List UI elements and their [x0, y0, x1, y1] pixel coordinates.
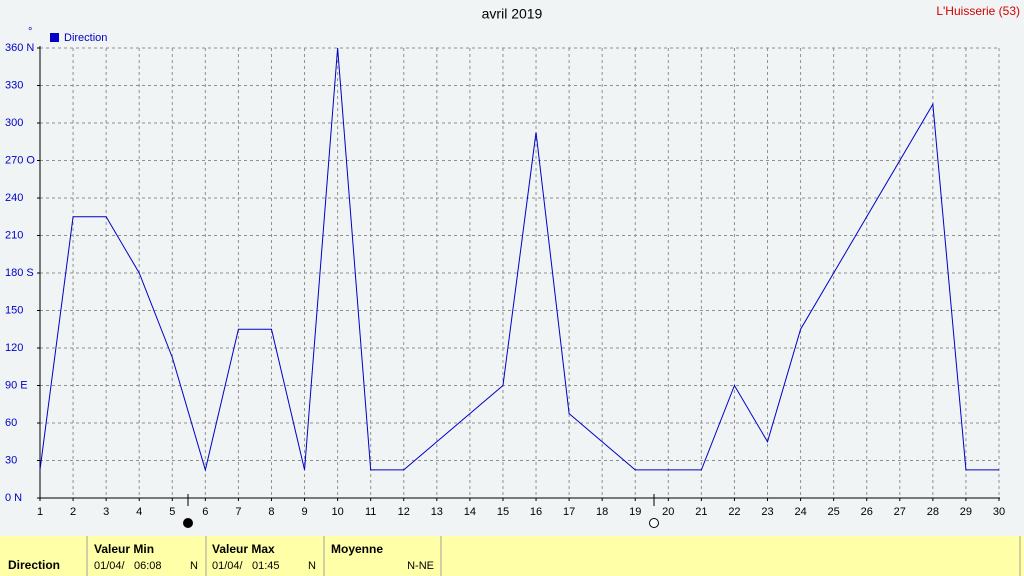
y-tick-label: 300 [5, 117, 23, 129]
summary-label: Direction [8, 558, 60, 572]
x-tick-label: 25 [828, 506, 840, 518]
x-tick-label: 17 [563, 506, 575, 518]
y-tick-label: 270 O [5, 154, 35, 166]
x-tick-label: 2 [70, 506, 76, 518]
x-tick-label: 5 [169, 506, 175, 518]
full-moon-icon [649, 518, 659, 528]
summary-bar [0, 536, 1024, 576]
x-tick-label: 20 [662, 506, 674, 518]
x-tick-label: 23 [761, 506, 773, 518]
x-tick-label: 4 [136, 506, 142, 518]
x-tick-label: 21 [695, 506, 707, 518]
x-tick-label: 3 [103, 506, 109, 518]
y-tick-label: 330 [5, 79, 23, 91]
new-moon-icon [183, 518, 193, 528]
x-tick-label: 13 [431, 506, 443, 518]
x-tick-label: 27 [894, 506, 906, 518]
line-series [39, 47, 999, 472]
x-tick-label: 9 [301, 506, 307, 518]
y-tick-label: 30 [5, 454, 17, 466]
x-tick-label: 16 [530, 506, 542, 518]
chart-title: avril 2019 [482, 6, 543, 22]
x-tick-label: 6 [202, 506, 208, 518]
legend-label: Direction [64, 32, 107, 44]
x-tick-label: 15 [497, 506, 509, 518]
x-tick-label: 22 [728, 506, 740, 518]
max-time: 01:45 [252, 560, 280, 572]
x-tick-label: 28 [927, 506, 939, 518]
x-tick-label: 18 [596, 506, 608, 518]
y-tick-label: 240 [5, 192, 23, 204]
y-tick-label: 120 [5, 342, 23, 354]
x-tick-label: 26 [861, 506, 873, 518]
min-date: 01/04/ [94, 560, 126, 572]
summary-dividers [86, 536, 1021, 576]
x-tick-label: 29 [960, 506, 972, 518]
mean-title: Moyenne [331, 542, 383, 556]
y-tick-label: 150 [5, 304, 23, 316]
x-tick-label: 30 [993, 506, 1005, 518]
y-tick-label: 180 S [5, 267, 34, 279]
x-tick-label: 14 [464, 506, 476, 518]
y-tick-label: 90 E [5, 379, 28, 391]
y-tick-label: 60 [5, 417, 17, 429]
x-tick-label: 19 [629, 506, 641, 518]
x-tick-label: 1 [37, 506, 43, 518]
x-tick-label: 8 [268, 506, 274, 518]
y-unit: ° [28, 26, 32, 38]
min-dir: N [190, 560, 198, 572]
min-title: Valeur Min [94, 542, 154, 556]
station: L'Huisserie (53) [936, 4, 1020, 18]
y-tick-label: 0 N [5, 492, 22, 504]
y-tick-label: 360 N [5, 42, 34, 54]
x-tick-label: 12 [398, 506, 410, 518]
x-tick-label: 24 [794, 506, 806, 518]
max-title: Valeur Max [212, 542, 275, 556]
min-time: 06:08 [134, 560, 162, 572]
max-date: 01/04/ [212, 560, 244, 572]
legend-swatch [50, 33, 59, 42]
x-tick-label: 7 [235, 506, 241, 518]
y-tick-label: 210 [5, 229, 23, 241]
x-tick-label: 11 [365, 506, 376, 518]
max-dir: N [308, 560, 316, 572]
mean-dir: N-NE [407, 560, 434, 572]
x-tick-label: 10 [331, 506, 343, 518]
